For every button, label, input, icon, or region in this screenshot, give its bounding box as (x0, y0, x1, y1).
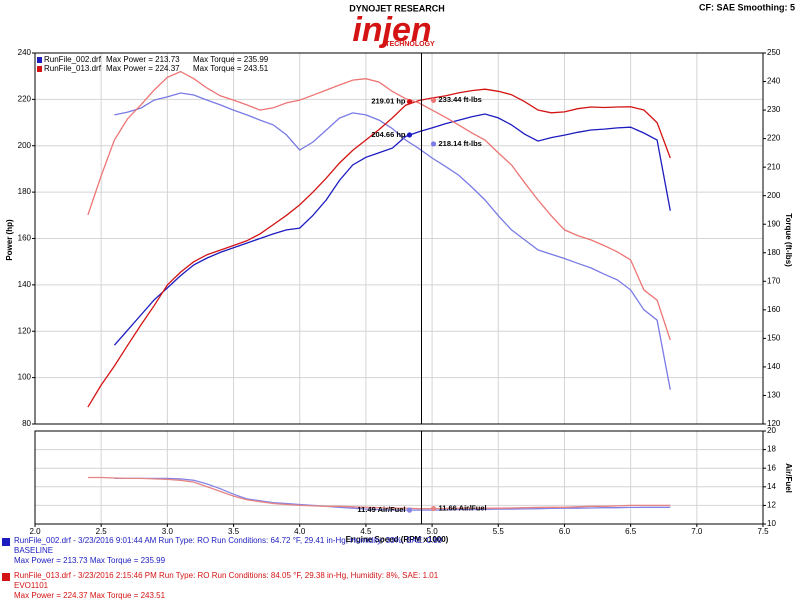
y-tick-label: 220 (18, 94, 32, 103)
legend-name: RunFile_002.drf (44, 55, 102, 64)
y2-tick-label: 250 (767, 48, 781, 57)
plot-frame (34, 430, 764, 525)
y2-tick-label: 140 (767, 362, 781, 371)
readout-label: 218.14 ft-lbs (439, 139, 482, 148)
y2-tick-label: 130 (767, 391, 781, 400)
readout-label: 11.66 Air/Fuel (439, 504, 487, 513)
y-tick-label: 120 (18, 326, 32, 335)
legend-name: RunFile_013.drf (44, 64, 102, 73)
y2-tick-label: 120 (767, 419, 781, 428)
run-maxes: Max Power = 213.73 Max Torque = 235.99 (14, 556, 166, 565)
y2-axis-title: Torque (ft-lbs) (784, 213, 793, 267)
y-tick-label: 80 (22, 419, 31, 428)
series-line (87, 476, 671, 510)
y2-tick-label: 190 (767, 219, 781, 228)
readout-dot (430, 97, 437, 103)
x-tick-label: 4.0 (294, 527, 306, 536)
x-tick-label: 6.5 (625, 527, 637, 536)
series-line (87, 88, 671, 408)
y2-tick-label: 230 (767, 105, 781, 114)
y-axis-title: Power (hp) (5, 219, 14, 261)
run-swatch (2, 573, 10, 581)
x-axis-title: Engine Speed (RPM x1000) (346, 535, 449, 544)
y2-tick-label: 220 (767, 134, 781, 143)
legend-swatch (37, 66, 42, 72)
legend-max-power: Max Power = 213.73 (106, 55, 180, 64)
legend-swatch (37, 57, 42, 63)
readout-label: 219.01 hp (371, 97, 406, 106)
series-line (114, 92, 671, 390)
readout-label: 11.49 Air/Fuel (357, 505, 405, 514)
y2-tick-label: 210 (767, 162, 781, 171)
y2-tick-label: 180 (767, 248, 781, 257)
run-note: EVO1101 (14, 581, 49, 590)
plot-frame (34, 52, 764, 425)
run-line: RunFile_013.drf - 3/23/2016 2:15:46 PM R… (14, 571, 439, 580)
run-maxes: Max Power = 224.37 Max Torque = 243.51 (14, 591, 166, 600)
x-tick-label: 6.0 (559, 527, 571, 536)
y-tick-label: 240 (18, 48, 32, 57)
readout-dot (406, 99, 413, 105)
y2-tick-label: 150 (767, 333, 781, 342)
legend-max-power: Max Power = 224.37 (106, 64, 180, 73)
readout-label: 204.66 hp (371, 130, 406, 139)
x-tick-label: 7.0 (691, 527, 703, 536)
x-tick-label: 5.5 (493, 527, 505, 536)
y-tick-label: 200 (18, 141, 32, 150)
y2-tick-label: 200 (767, 191, 781, 200)
y-tick-label: 180 (18, 187, 32, 196)
y2-tick-label: 12 (767, 501, 776, 510)
y2-tick-label: 240 (767, 77, 781, 86)
y2-tick-label: 160 (767, 305, 781, 314)
series-line (87, 70, 671, 341)
brand: DYNOJET RESEARCH (349, 3, 445, 13)
y-tick-label: 160 (18, 234, 32, 243)
y2-tick-label: 16 (767, 463, 776, 472)
x-tick-label: 7.5 (757, 527, 769, 536)
logo: injen (352, 11, 431, 49)
run-swatch (2, 538, 10, 546)
y2-tick-label: 18 (767, 445, 776, 454)
y-tick-label: 140 (18, 280, 32, 289)
y2-tick-label: 20 (767, 426, 776, 435)
logo-sub: TECHNOLOGY (385, 41, 435, 48)
readout-dot (430, 141, 437, 147)
x-tick-label: 4.5 (360, 527, 372, 536)
readout-dot (406, 507, 413, 513)
x-tick-label: 2.5 (96, 527, 108, 536)
run-note: BASELINE (14, 546, 53, 555)
series-line (113, 113, 671, 346)
y2-tick-label: 14 (767, 482, 776, 491)
x-tick-label: 5.0 (427, 527, 439, 536)
y2-tick-label: 170 (767, 276, 781, 285)
legend-max-torque: Max Torque = 235.99 (193, 55, 269, 64)
readout-label: 233.44 ft-lbs (439, 95, 482, 104)
series-line (114, 477, 671, 511)
x-tick-label: 3.0 (162, 527, 174, 536)
run-line: RunFile_002.drf - 3/23/2016 9:01:44 AM R… (14, 536, 443, 545)
x-tick-label: 3.5 (228, 527, 240, 536)
afr-axis-title: Air/Fuel (784, 463, 793, 493)
settings: CF: SAE Smoothing: 5 (699, 2, 795, 12)
legend-max-torque: Max Torque = 243.51 (193, 64, 269, 73)
y2-tick-label: 10 (767, 519, 776, 528)
readout-dot (406, 132, 413, 138)
y-tick-label: 100 (18, 373, 32, 382)
readout-dot (430, 505, 437, 512)
x-tick-label: 2.0 (29, 527, 41, 536)
